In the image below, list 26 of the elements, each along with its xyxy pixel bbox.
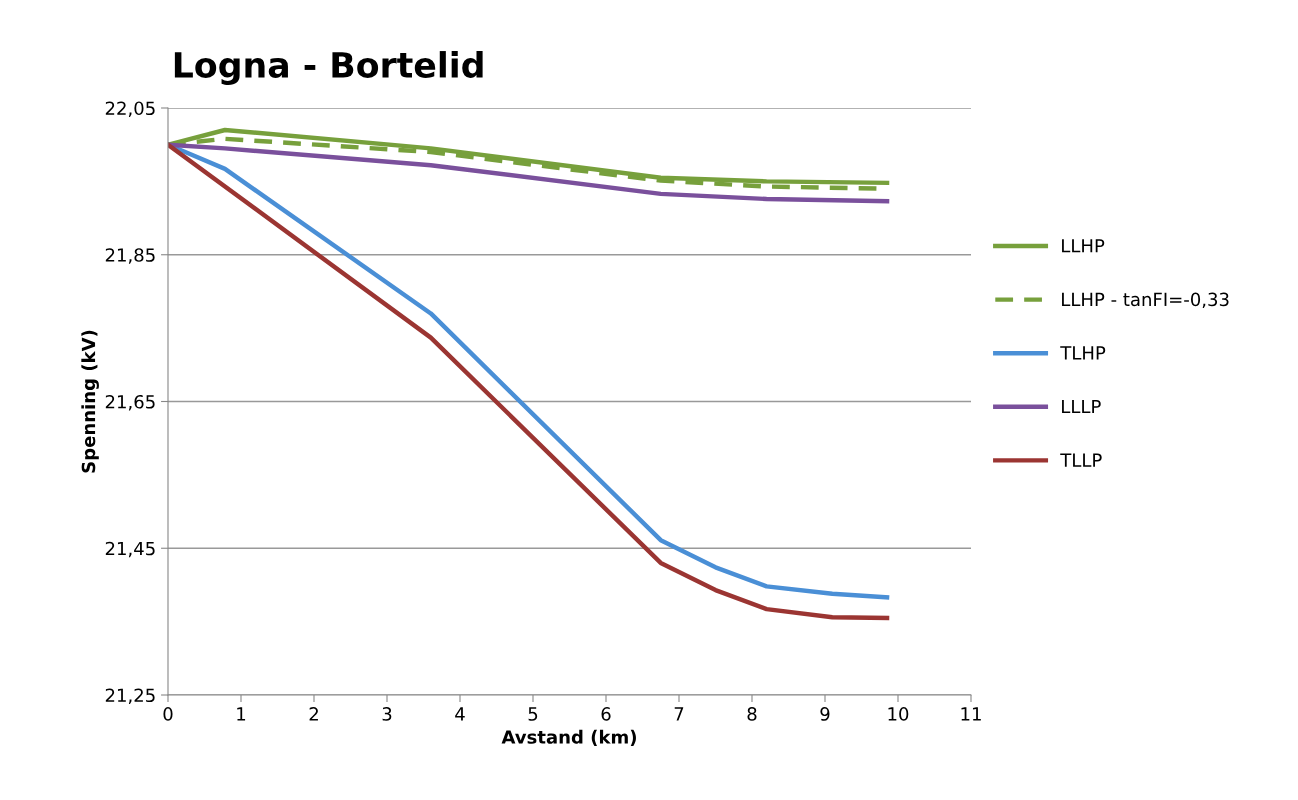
x-axis-title: Avstand (km) bbox=[501, 729, 636, 746]
x-tick-label: 6 bbox=[601, 707, 611, 721]
y-tick-label: 22,05 bbox=[105, 101, 155, 117]
x-tick-label: 1 bbox=[237, 707, 246, 721]
x-tick-label: 8 bbox=[747, 707, 757, 721]
y-tick-label: 21,45 bbox=[105, 541, 155, 558]
x-tick-label: 7 bbox=[674, 707, 684, 721]
x-tick-label: 3 bbox=[382, 707, 392, 721]
y-axis-title: Spenning (kV) bbox=[81, 330, 99, 473]
x-tick-label: 10 bbox=[888, 707, 909, 721]
x-tick-label: 5 bbox=[528, 707, 538, 721]
x-tick-label: 4 bbox=[455, 707, 465, 721]
x-tick-label: 9 bbox=[820, 707, 830, 721]
chart-title: Logna - Bortelid bbox=[174, 51, 483, 85]
legend-label: LLHP - tanFI=-0,33 bbox=[1062, 292, 1229, 309]
x-tick-label: 0 bbox=[163, 707, 173, 721]
y-tick-label: 21,85 bbox=[105, 248, 155, 264]
x-tick-label: 2 bbox=[309, 707, 318, 721]
line-series bbox=[168, 142, 890, 204]
legend-label: LLLP bbox=[1062, 399, 1101, 414]
x-tick-label: 11 bbox=[961, 707, 981, 721]
y-tick-label: 21,65 bbox=[105, 394, 155, 411]
y-tick-label: 21,25 bbox=[105, 688, 155, 704]
legend-label: LLHP bbox=[1062, 239, 1105, 253]
legend-label: TLLP bbox=[1060, 453, 1102, 467]
legend-label: TLHP bbox=[1060, 346, 1106, 360]
